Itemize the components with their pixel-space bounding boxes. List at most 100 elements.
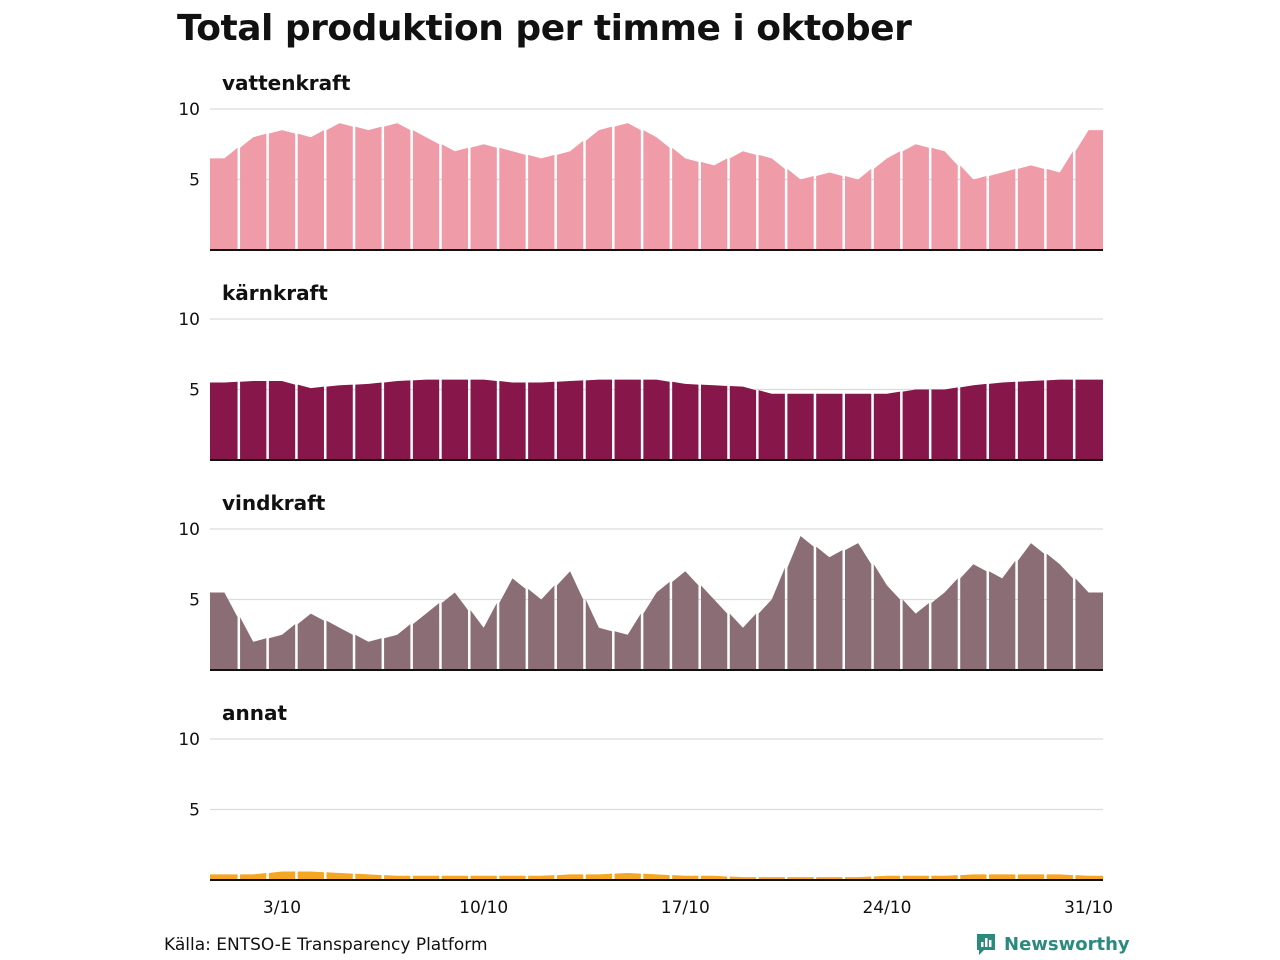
area-annat-17/10 [672, 875, 699, 880]
area-vattenkraft-13/10 [556, 140, 584, 250]
area-kärnkraft-9/10 [441, 379, 469, 460]
area-vindkraft-3/10 [268, 624, 296, 670]
y-tick-label-annat-10: 10 [178, 730, 200, 750]
area-annat-7/10 [384, 875, 411, 880]
area-vindkraft-11/10 [499, 578, 526, 670]
area-kärnkraft-12/10 [528, 381, 555, 460]
area-kärnkraft-20/10 [758, 390, 785, 460]
area-kärnkraft-2/10 [240, 381, 267, 460]
x-tick-label-24-10: 24/10 [862, 898, 911, 918]
area-annat-14/10 [585, 873, 613, 880]
area-vattenkraft-29/10 [1017, 165, 1045, 250]
area-vattenkraft-31/10 [1075, 130, 1103, 250]
area-kärnkraft-11/10 [499, 381, 526, 460]
area-vindkraft-28/10 [989, 560, 1016, 670]
area-kärnkraft-16/10 [643, 379, 670, 460]
area-vattenkraft-14/10 [585, 126, 613, 250]
area-annat-12/10 [528, 875, 555, 880]
area-kärnkraft-5/10 [326, 384, 353, 460]
y-tick-label-kärnkraft-5: 5 [189, 381, 200, 401]
area-kärnkraft-19/10 [729, 385, 757, 460]
area-vindkraft-5/10 [326, 620, 353, 670]
area-vindkraft-16/10 [643, 581, 670, 670]
y-tick-label-annat-5: 5 [189, 801, 200, 821]
area-vattenkraft-19/10 [729, 151, 757, 250]
area-kärnkraft-7/10 [384, 380, 411, 460]
area-kärnkraft-21/10 [787, 393, 814, 460]
area-kärnkraft-24/10 [873, 391, 901, 460]
area-vattenkraft-22/10 [816, 172, 843, 250]
area-annat-9/10 [441, 875, 469, 880]
area-kärnkraft-29/10 [1017, 380, 1045, 460]
area-vindkraft-7/10 [384, 624, 411, 670]
area-annat-29/10 [1017, 874, 1045, 880]
area-vindkraft-26/10 [931, 578, 958, 670]
area-vindkraft-9/10 [441, 592, 469, 670]
area-kärnkraft-1/10 [210, 381, 238, 460]
area-kärnkraft-10/10 [470, 379, 497, 460]
newsworthy-chart-icon [977, 934, 995, 955]
area-kärnkraft-26/10 [931, 387, 958, 460]
area-vindkraft-19/10 [729, 613, 757, 670]
area-kärnkraft-4/10 [297, 384, 324, 460]
area-vindkraft-24/10 [873, 564, 901, 670]
area-kärnkraft-13/10 [556, 380, 584, 460]
area-vattenkraft-30/10 [1046, 151, 1073, 250]
area-vindkraft-20/10 [758, 567, 785, 670]
area-vattenkraft-12/10 [528, 154, 555, 250]
panel-label-kärnkraft: kärnkraft [222, 281, 328, 305]
area-vindkraft-8/10 [412, 603, 440, 670]
x-tick-label-3-10: 3/10 [263, 898, 301, 918]
x-tick-label-17-10: 17/10 [661, 898, 710, 918]
area-vindkraft-27/10 [960, 564, 987, 670]
brand-name: Newsworthy [1004, 933, 1130, 955]
area-vattenkraft-23/10 [844, 168, 872, 250]
area-vattenkraft-5/10 [326, 123, 353, 250]
area-kärnkraft-22/10 [816, 393, 843, 460]
y-tick-label-vattenkraft-5: 5 [189, 171, 200, 191]
area-kärnkraft-18/10 [700, 384, 728, 460]
area-kärnkraft-17/10 [672, 381, 699, 460]
area-vindkraft-23/10 [844, 543, 872, 670]
area-vindkraft-15/10 [614, 613, 641, 670]
area-kärnkraft-27/10 [960, 383, 987, 460]
area-annat-2/10 [240, 872, 267, 880]
area-annat-28/10 [989, 874, 1016, 880]
area-kärnkraft-28/10 [989, 381, 1016, 460]
area-vattenkraft-27/10 [960, 165, 987, 250]
area-vattenkraft-11/10 [499, 147, 526, 250]
area-vattenkraft-1/10 [210, 147, 238, 250]
area-annat-15/10 [614, 872, 641, 880]
area-annat-18/10 [700, 875, 728, 880]
area-annat-27/10 [960, 874, 987, 880]
area-vindkraft-13/10 [556, 571, 584, 670]
area-annat-5/10 [326, 872, 353, 880]
area-vattenkraft-2/10 [240, 133, 267, 250]
area-kärnkraft-3/10 [268, 381, 296, 460]
area-vattenkraft-24/10 [873, 151, 901, 250]
newsworthy-logo[interactable]: Newsworthy [975, 932, 1130, 956]
y-tick-label-kärnkraft-10: 10 [178, 310, 200, 330]
area-vindkraft-31/10 [1075, 578, 1103, 670]
area-annat-8/10 [412, 875, 440, 880]
area-annat-1/10 [210, 874, 238, 880]
area-vindkraft-6/10 [355, 634, 382, 670]
area-vindkraft-10/10 [470, 603, 497, 670]
area-annat-13/10 [556, 874, 584, 880]
area-vindkraft-18/10 [700, 585, 728, 670]
area-kärnkraft-23/10 [844, 393, 872, 460]
y-tick-label-vindkraft-5: 5 [189, 591, 200, 611]
area-vattenkraft-25/10 [902, 144, 929, 250]
area-annat-3/10 [268, 871, 296, 880]
area-vindkraft-12/10 [528, 585, 555, 670]
area-annat-26/10 [931, 875, 958, 880]
y-tick-label-vindkraft-10: 10 [178, 520, 200, 540]
area-vattenkraft-6/10 [355, 126, 382, 250]
panel-label-vattenkraft: vattenkraft [222, 71, 351, 95]
area-kärnkraft-14/10 [585, 379, 613, 460]
area-kärnkraft-6/10 [355, 382, 382, 460]
panel-label-annat: annat [222, 701, 287, 725]
chart-title: Total produktion per timme i oktober [177, 8, 912, 49]
area-kärnkraft-31/10 [1075, 379, 1103, 460]
area-vattenkraft-10/10 [470, 144, 497, 250]
